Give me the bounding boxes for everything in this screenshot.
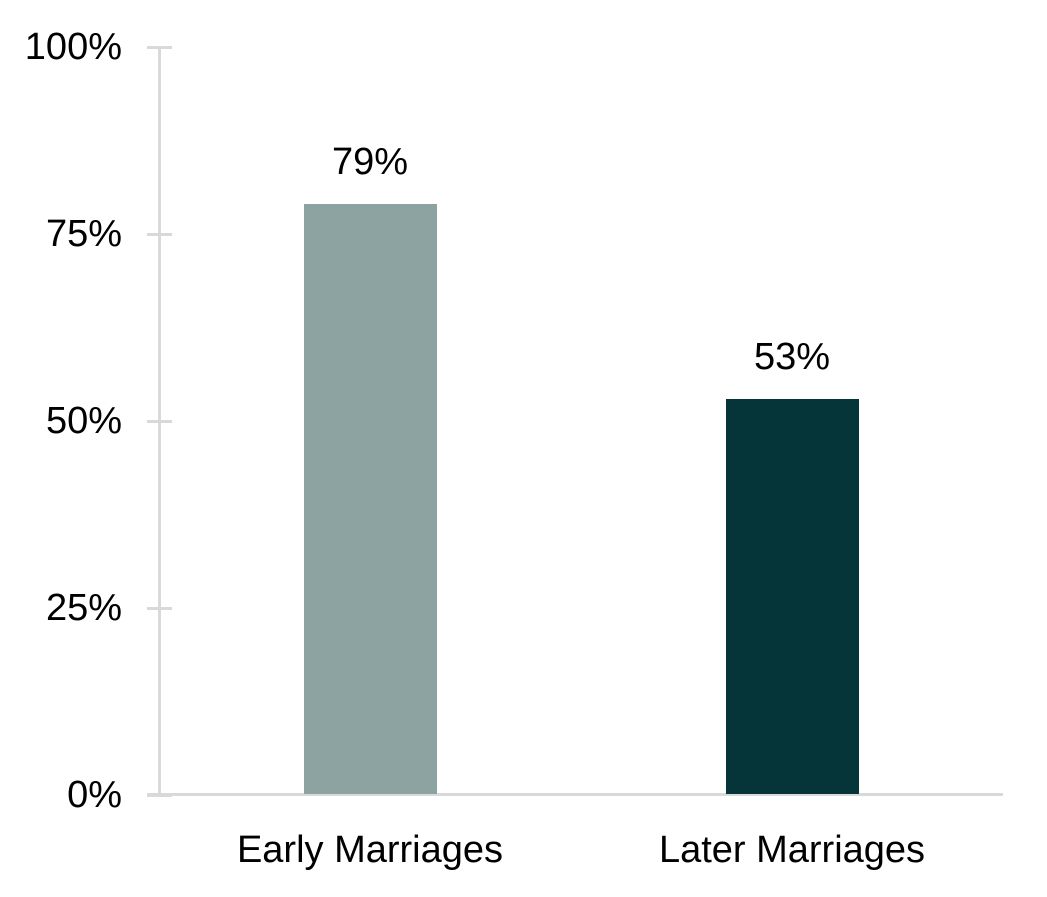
y-axis-tick-mark (147, 794, 172, 797)
bar-value-label-early-marriages: 79% (331, 141, 409, 183)
y-axis-tick-label: 75% (45, 213, 122, 255)
bar-later-marriages (726, 399, 859, 794)
y-axis-tick-mark (147, 46, 172, 49)
y-axis-tick-mark (147, 233, 172, 236)
category-label-early-marriages: Early Marriages (236, 829, 504, 871)
y-axis-tick-label: 100% (24, 26, 122, 68)
x-axis-line (147, 793, 1003, 796)
y-axis-tick-mark (147, 607, 172, 610)
bar-early-marriages (304, 204, 437, 794)
y-axis-tick-label: 25% (45, 587, 122, 629)
category-label-later-marriages: Later Marriages (658, 829, 926, 871)
y-axis-tick-label: 0% (67, 774, 122, 816)
y-axis-tick-label: 50% (45, 400, 122, 442)
y-axis-tick-mark (147, 420, 172, 423)
bar-value-label-later-marriages: 53% (753, 336, 831, 378)
